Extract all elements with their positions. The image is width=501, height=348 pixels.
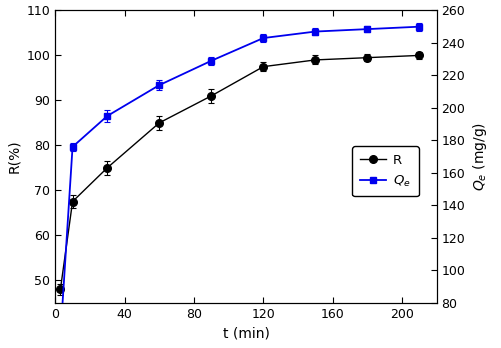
Legend: R, $Q_e$: R, $Q_e$ <box>352 146 418 197</box>
Y-axis label: $Q_e$ (mg/g): $Q_e$ (mg/g) <box>470 122 488 191</box>
Y-axis label: R(%): R(%) <box>7 140 21 173</box>
X-axis label: t (min): t (min) <box>222 326 269 340</box>
